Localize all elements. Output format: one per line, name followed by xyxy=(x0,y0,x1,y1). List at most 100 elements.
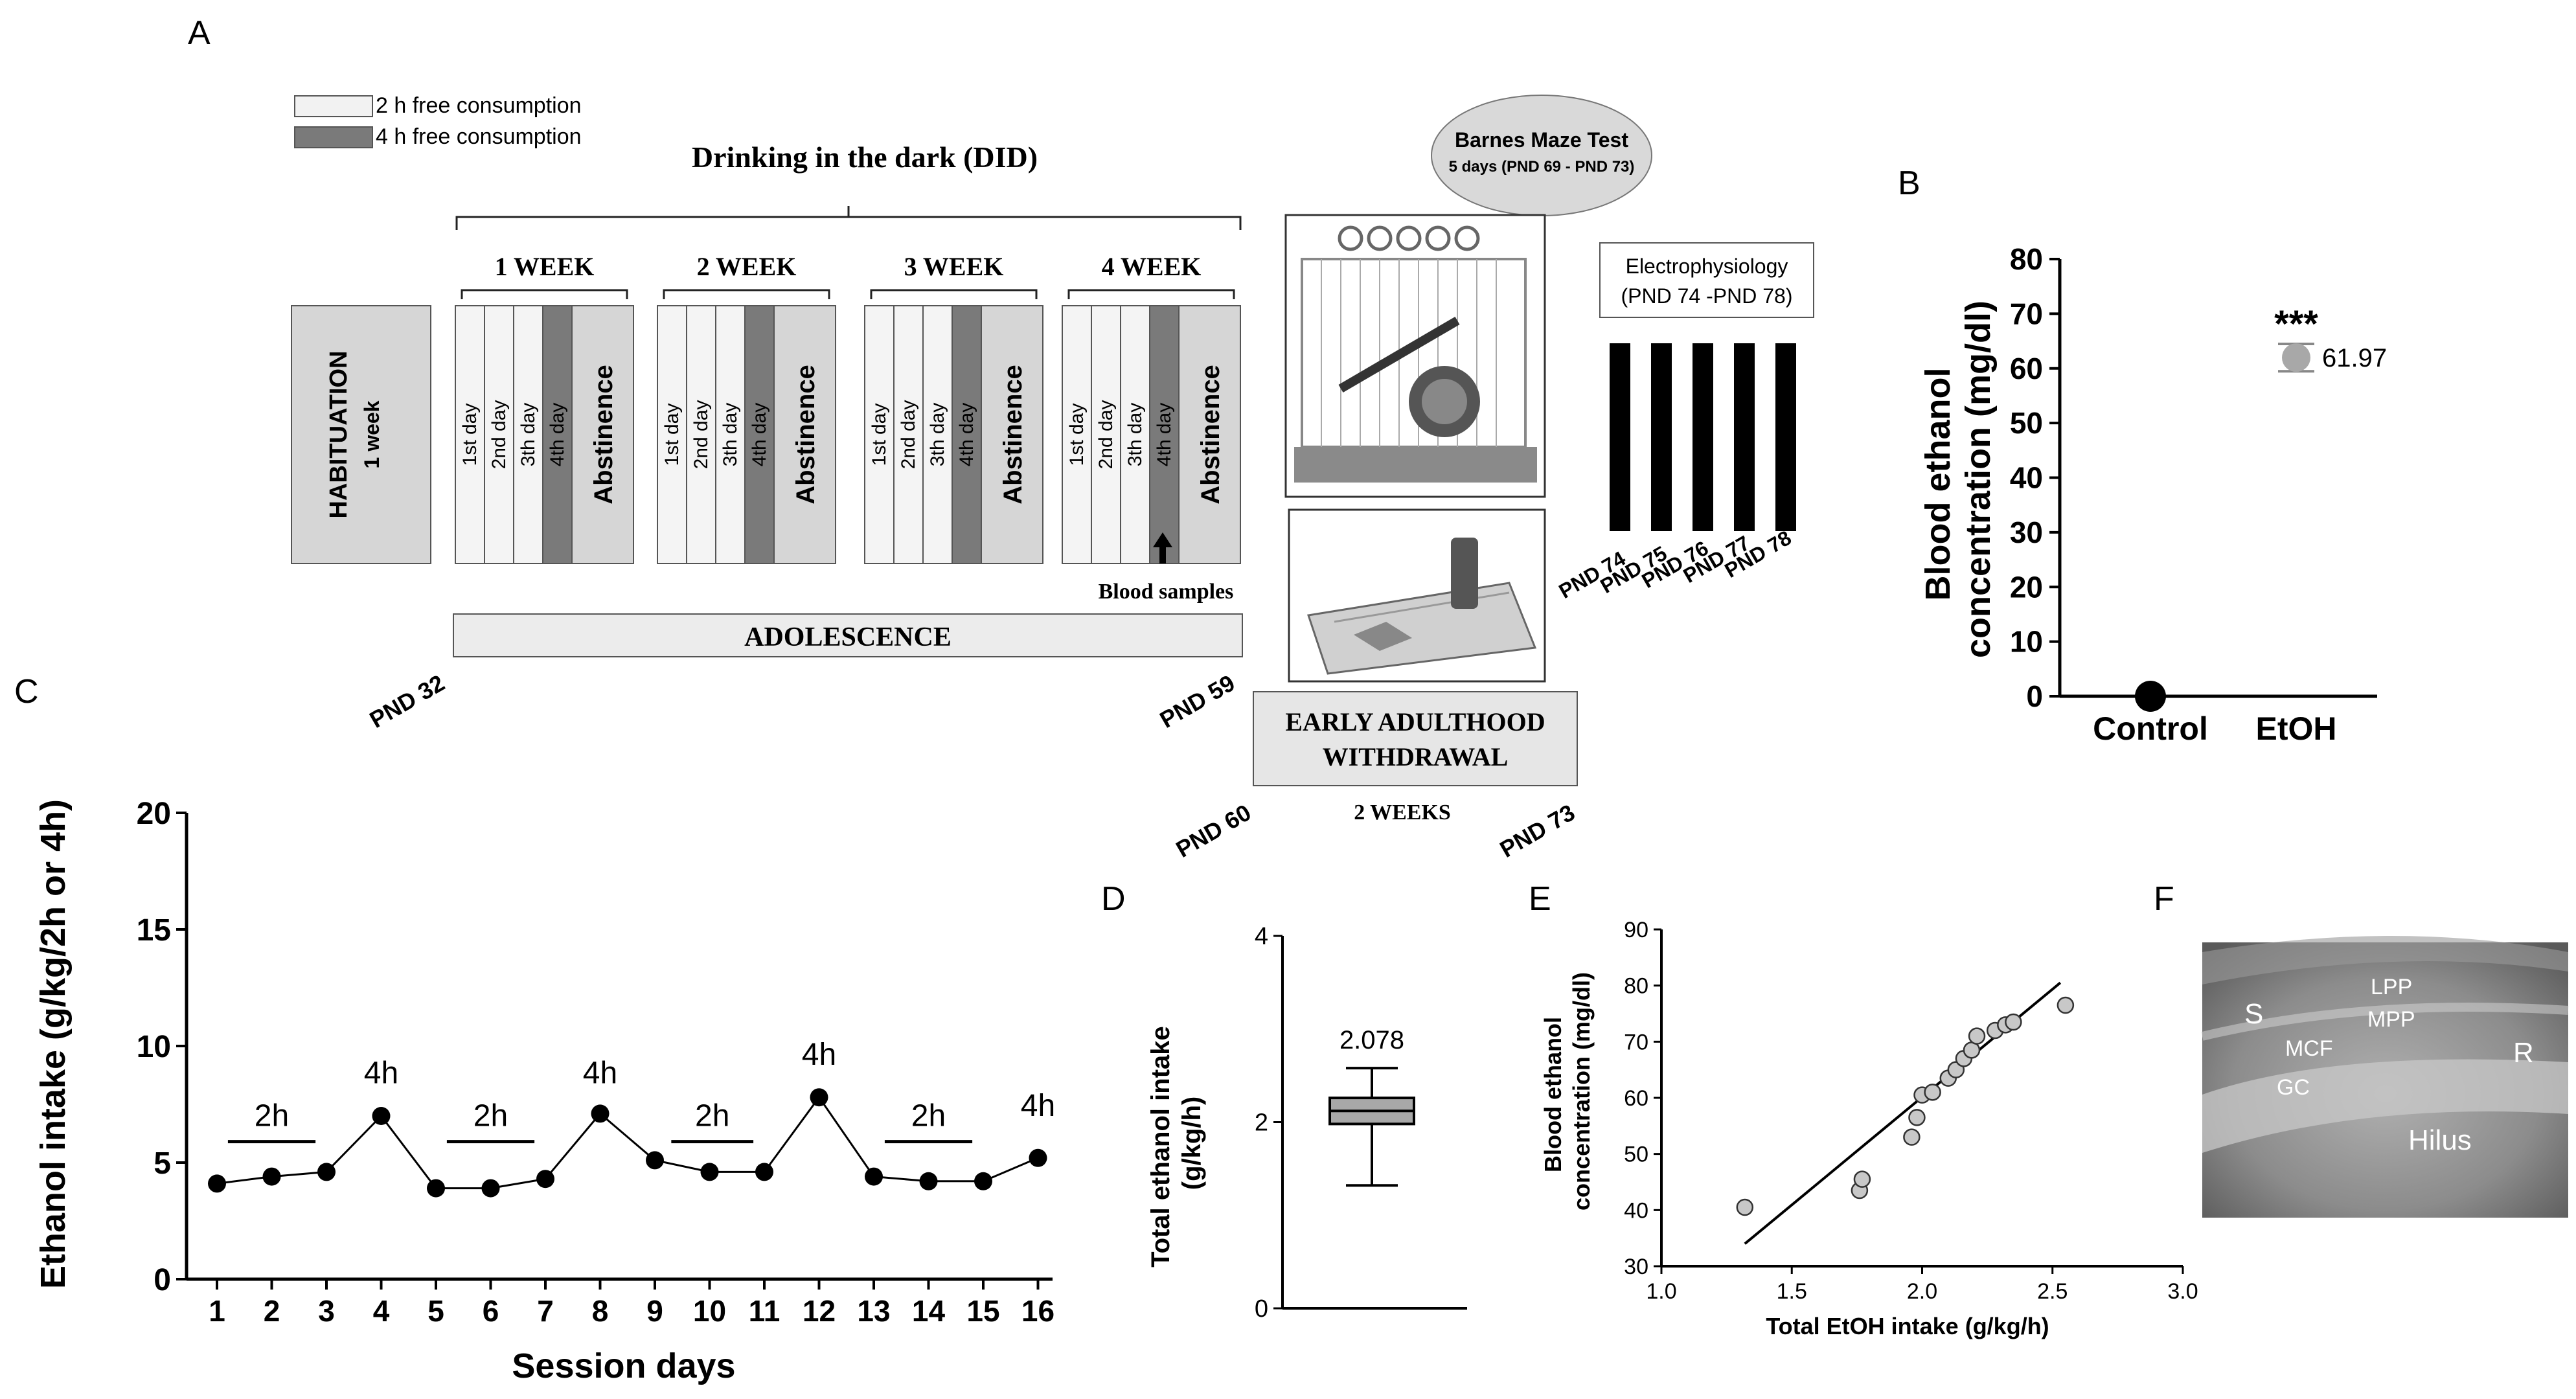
electro-box xyxy=(1599,242,1814,318)
c-y-tick-label: 5 xyxy=(154,1146,171,1181)
label-s: S xyxy=(2244,998,2263,1030)
b-x-tick-label: EtOH xyxy=(2256,711,2337,747)
b-y-tick-label: 0 xyxy=(2026,679,2043,713)
day-label: 2nd day xyxy=(690,400,712,470)
abstinence-cell xyxy=(773,305,836,564)
b-marks: 61.97*** xyxy=(2135,303,2387,712)
day-label: 3th day xyxy=(927,403,948,466)
abstinence-label: Abstinence xyxy=(589,365,618,505)
withdrawal-box xyxy=(1253,691,1578,786)
c-data-point xyxy=(317,1163,336,1181)
day-label: 4th day xyxy=(749,403,770,466)
legend-label-2h: 2 h free consumption xyxy=(376,93,582,118)
pnd-32-label: PND 32 xyxy=(365,669,450,733)
c-y-tick-label: 10 xyxy=(137,1030,171,1064)
b-significance: *** xyxy=(2274,303,2318,345)
b-y-tick-label: 50 xyxy=(2010,406,2043,440)
day-label: 4th day xyxy=(1154,403,1175,466)
day-label: 1st day xyxy=(661,404,683,466)
d-y-tick-label: 4 xyxy=(1255,923,1268,950)
legend-label-4h: 4 h free consumption xyxy=(376,124,582,149)
b-point-control xyxy=(2135,681,2166,712)
e-y-tick-label: 50 xyxy=(1624,1143,1648,1167)
day-label: 1st day xyxy=(459,404,481,466)
c-annotation-label: 2h xyxy=(473,1099,508,1133)
c-annotation-label: 2h xyxy=(911,1099,946,1133)
c-data-point xyxy=(865,1167,883,1186)
c-y-tick-label: 0 xyxy=(154,1263,171,1297)
e-y-tick-label: 90 xyxy=(1624,918,1648,942)
day-cell xyxy=(1091,305,1121,564)
b-y-tick-label: 30 xyxy=(2010,516,2043,549)
abstinence-label: Abstinence xyxy=(999,365,1027,505)
label-mpp: MPP xyxy=(2367,1007,2415,1032)
d-marks: 2.078 xyxy=(1328,1026,1415,1187)
e-x-tick-label: 1.0 xyxy=(1646,1279,1676,1304)
label-r: R xyxy=(2513,1037,2534,1069)
week-label: 2 WEEK xyxy=(697,252,797,281)
c-data-point xyxy=(262,1167,281,1186)
panel-label-e: E xyxy=(1529,880,1551,918)
panel-a-timeline: 2 h free consumption 4 h free consumptio… xyxy=(291,93,1814,863)
abstinence-cell xyxy=(571,305,634,564)
e-data-point xyxy=(1736,1198,1754,1216)
day-label: 2nd day xyxy=(488,400,510,470)
barnes-bubble xyxy=(1431,95,1652,216)
e-data-point xyxy=(1963,1041,1981,1059)
barnes-subtitle: 5 days (PND 69 - PND 73) xyxy=(1449,158,1635,176)
c-annotation-label: 4h xyxy=(364,1056,398,1091)
day-label: 3th day xyxy=(720,403,741,466)
day-cell xyxy=(744,305,775,564)
week-brace xyxy=(461,289,628,299)
panel-c-chart: Ethanol intake (g/kg/2h or 4h) Session d… xyxy=(34,797,1055,1385)
day-cell xyxy=(455,305,485,564)
c-x-tick-label: 7 xyxy=(537,1294,554,1328)
c-data-point xyxy=(919,1172,938,1190)
habituation-subtitle: 1 week xyxy=(360,400,383,468)
did-title: Drinking in the dark (DID) xyxy=(692,141,1038,174)
abstinence-label: Abstinence xyxy=(1196,365,1225,505)
week-brace xyxy=(870,289,1038,299)
week-brace xyxy=(1067,289,1235,299)
e-data-point xyxy=(2057,996,2075,1014)
b-y-tick-label: 60 xyxy=(2010,352,2043,385)
d-y-axis-label-line1: Total ethanol intake xyxy=(1146,1026,1175,1268)
b-y-tick-label: 10 xyxy=(2010,625,2043,659)
day-label: 1st day xyxy=(869,404,890,466)
c-x-axis-label: Session days xyxy=(512,1347,735,1385)
c-data-point xyxy=(1029,1148,1047,1167)
panel-d-chart: Total ethanol intake (g/kg/h) 0 2 4 2.078 xyxy=(1146,923,1467,1323)
e-data-point xyxy=(1968,1027,1986,1045)
day-cell xyxy=(893,305,924,564)
electro-bar xyxy=(1734,343,1755,531)
day-cell xyxy=(1062,305,1092,564)
c-x-tick-label: 2 xyxy=(264,1294,280,1328)
c-marks: 2h 4h 2h 4h 2h 4h 2h 4h xyxy=(208,1038,1055,1198)
c-x-tick-label: 1 xyxy=(209,1294,225,1328)
b-axes: 0 10 20 30 40 50 60 70 80 Control EtOH xyxy=(2010,242,2377,747)
pnd-59-label: PND 59 xyxy=(1156,669,1240,733)
c-annotation-label: 2h xyxy=(255,1099,289,1133)
b-x-tick-label: Control xyxy=(2093,711,2208,747)
day-cell xyxy=(686,305,716,564)
c-data-point xyxy=(427,1179,445,1198)
c-x-tick-label: 12 xyxy=(803,1294,836,1328)
b-y-tick-label: 70 xyxy=(2010,297,2043,330)
c-data-point xyxy=(481,1179,500,1198)
day-cell xyxy=(542,305,573,564)
abstinence-label: Abstinence xyxy=(792,365,820,505)
c-x-tick-label: 8 xyxy=(592,1294,609,1328)
c-data-point xyxy=(810,1088,828,1107)
week-label: 3 WEEK xyxy=(904,252,1004,281)
day-cell xyxy=(657,305,687,564)
c-y-tick-label: 20 xyxy=(137,797,171,831)
c-x-tick-label: 5 xyxy=(427,1294,444,1328)
electro-bar xyxy=(1610,343,1630,531)
two-weeks-label: 2 WEEKS xyxy=(1354,801,1451,825)
e-data-point xyxy=(1924,1084,1941,1101)
e-y-tick-label: 40 xyxy=(1624,1198,1648,1223)
e-marks xyxy=(1736,981,2075,1245)
day-label: 3th day xyxy=(1124,403,1146,466)
c-data-point xyxy=(700,1163,719,1181)
